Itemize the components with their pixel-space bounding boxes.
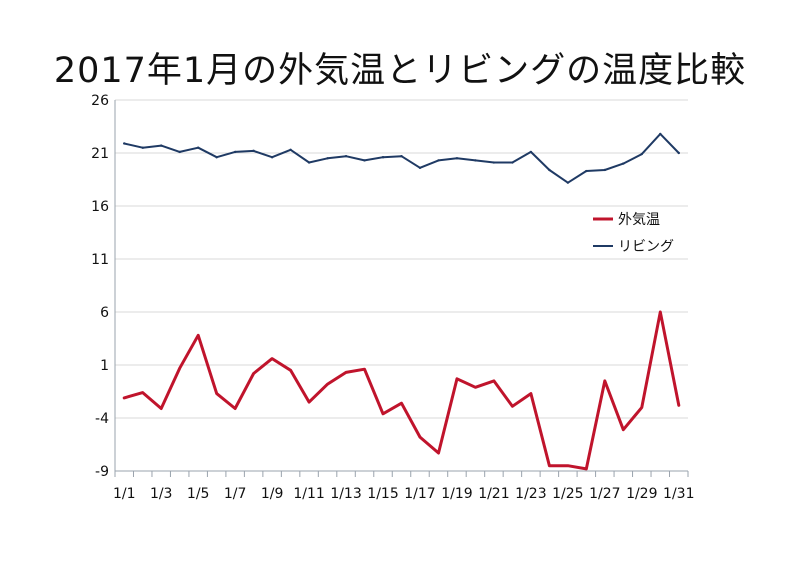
data-point	[677, 404, 680, 407]
x-tick-label: 1/29	[626, 486, 657, 502]
data-point	[659, 310, 662, 314]
data-point	[215, 156, 218, 159]
data-point	[196, 146, 200, 149]
data-point	[178, 366, 181, 370]
x-tick-label: 1/15	[367, 486, 398, 502]
data-point	[418, 166, 422, 170]
data-point	[548, 464, 551, 467]
data-point	[529, 150, 533, 154]
data-point	[474, 386, 477, 389]
data-point	[196, 334, 200, 337]
x-tick-label: 1/21	[478, 486, 509, 502]
data-point	[418, 435, 422, 439]
data-point	[640, 406, 643, 409]
data-point	[344, 371, 348, 374]
data-point	[141, 391, 144, 394]
data-point	[437, 451, 440, 455]
x-tick-label: 1/9	[261, 486, 284, 502]
data-point	[511, 405, 514, 408]
grid-lines	[115, 99, 688, 419]
data-point	[252, 149, 255, 153]
data-point	[270, 357, 274, 360]
data-point	[455, 377, 459, 380]
data-point	[603, 168, 607, 172]
data-point	[548, 168, 551, 172]
y-tick-label: 21	[91, 146, 109, 162]
data-point	[511, 161, 514, 164]
data-point	[492, 161, 496, 164]
series-line-living	[123, 132, 680, 184]
data-point	[326, 382, 329, 386]
y-tick-label: -9	[95, 464, 109, 480]
x-tick-label: 1/11	[293, 486, 324, 502]
data-point	[233, 150, 237, 154]
data-point	[585, 467, 588, 471]
data-point	[252, 372, 255, 375]
x-tick-label: 1/13	[330, 486, 361, 502]
x-tick-label: 1/7	[224, 486, 247, 502]
x-tick-label: 1/27	[589, 486, 620, 502]
series-lines	[122, 132, 681, 471]
y-tick-label: 11	[91, 252, 109, 268]
x-tick-label: 1/23	[515, 486, 546, 502]
data-point	[677, 151, 680, 155]
data-point	[659, 132, 662, 136]
data-point	[307, 400, 311, 404]
data-point	[622, 428, 625, 431]
x-tick-label: 1/19	[441, 486, 472, 502]
x-tick-label: 1/25	[552, 486, 583, 502]
data-point	[474, 159, 477, 162]
x-tick-label: 1/31	[663, 486, 694, 502]
data-point	[123, 396, 126, 400]
y-tick-label: 26	[91, 93, 109, 109]
data-point	[492, 379, 496, 383]
data-point	[585, 169, 588, 173]
data-point	[289, 148, 292, 152]
data-point	[622, 162, 625, 165]
data-point	[400, 154, 403, 158]
data-point	[566, 181, 570, 184]
data-point	[529, 392, 533, 395]
axes	[114, 100, 689, 477]
legend-label: リビング	[618, 239, 674, 255]
data-point	[566, 464, 570, 467]
x-tick-label: 1/17	[404, 486, 435, 502]
data-point	[640, 152, 643, 156]
data-point	[363, 159, 366, 162]
data-point	[437, 159, 440, 162]
legend-label: 外気温	[618, 212, 660, 228]
data-point	[160, 407, 163, 410]
y-tick-label: 1	[100, 358, 109, 374]
data-point	[160, 144, 163, 147]
series-line-outdoor	[122, 310, 681, 471]
x-tick-label: 1/1	[113, 486, 136, 502]
data-point	[381, 412, 385, 415]
data-point	[400, 401, 403, 405]
data-point	[326, 157, 329, 160]
data-point	[455, 157, 459, 160]
y-tick-label: 6	[100, 305, 109, 321]
data-point	[363, 368, 366, 371]
x-tick-label: 1/3	[150, 486, 173, 502]
data-point	[123, 142, 126, 145]
data-point	[215, 392, 218, 395]
tick-labels: 26 21 16 11 6 1 -4 -91/1 1/3 1/5 1/7 1/9 1/11 1/13 1/1…	[91, 93, 694, 502]
y-tick-label: 16	[91, 199, 109, 215]
data-point	[178, 150, 181, 154]
data-point	[603, 379, 607, 383]
chart-title: 2017年1月の外気温とリビングの温度比較	[53, 51, 747, 91]
x-tick-label: 1/5	[187, 486, 210, 502]
data-point	[233, 407, 237, 410]
data-point	[141, 146, 144, 149]
data-point	[307, 161, 311, 164]
data-point	[270, 156, 274, 159]
data-point	[344, 154, 348, 158]
data-point	[381, 156, 385, 159]
y-tick-label: -4	[95, 411, 109, 427]
data-point	[289, 369, 292, 372]
